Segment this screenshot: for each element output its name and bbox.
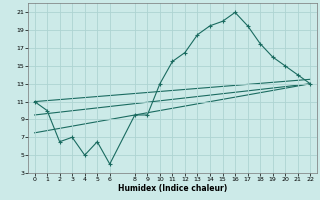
- X-axis label: Humidex (Indice chaleur): Humidex (Indice chaleur): [118, 184, 227, 193]
